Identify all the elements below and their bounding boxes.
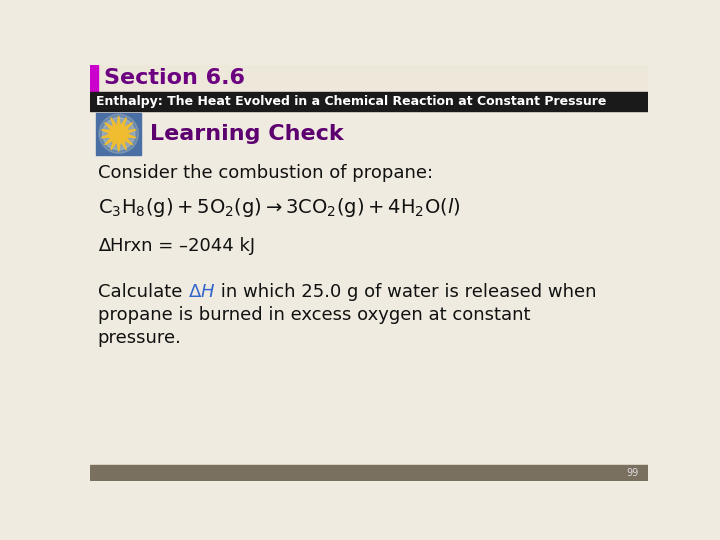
- Text: $\mathit{\Delta H}$: $\mathit{\Delta H}$: [188, 283, 215, 301]
- Text: Consider the combustion of propane:: Consider the combustion of propane:: [98, 164, 433, 181]
- Text: Calculate: Calculate: [98, 283, 188, 301]
- Bar: [90, 65, 98, 92]
- Circle shape: [102, 118, 135, 150]
- Bar: [90, 465, 648, 481]
- Text: pressure.: pressure.: [98, 329, 181, 347]
- Bar: [96, 112, 141, 155]
- Polygon shape: [102, 116, 136, 152]
- Text: propane is burned in excess oxygen at constant: propane is burned in excess oxygen at co…: [98, 306, 530, 324]
- Bar: [90, 65, 648, 92]
- Text: Enthalpy: The Heat Evolved in a Chemical Reaction at Constant Pressure: Enthalpy: The Heat Evolved in a Chemical…: [96, 95, 606, 108]
- Text: 99: 99: [626, 468, 639, 478]
- Text: ∆Hrxn = –2044 kJ: ∆Hrxn = –2044 kJ: [98, 237, 255, 255]
- Bar: [90, 92, 648, 111]
- Text: Section 6.6: Section 6.6: [104, 68, 245, 88]
- Circle shape: [99, 114, 138, 153]
- Text: $\mathregular{C_3H_8(g) + 5O_2(g) \rightarrow 3CO_2(g) + 4H_2O(\mathit{l})}$: $\mathregular{C_3H_8(g) + 5O_2(g) \right…: [98, 195, 460, 219]
- Text: Learning Check: Learning Check: [150, 124, 344, 144]
- Text: in which 25.0 g of water is released when: in which 25.0 g of water is released whe…: [215, 283, 597, 301]
